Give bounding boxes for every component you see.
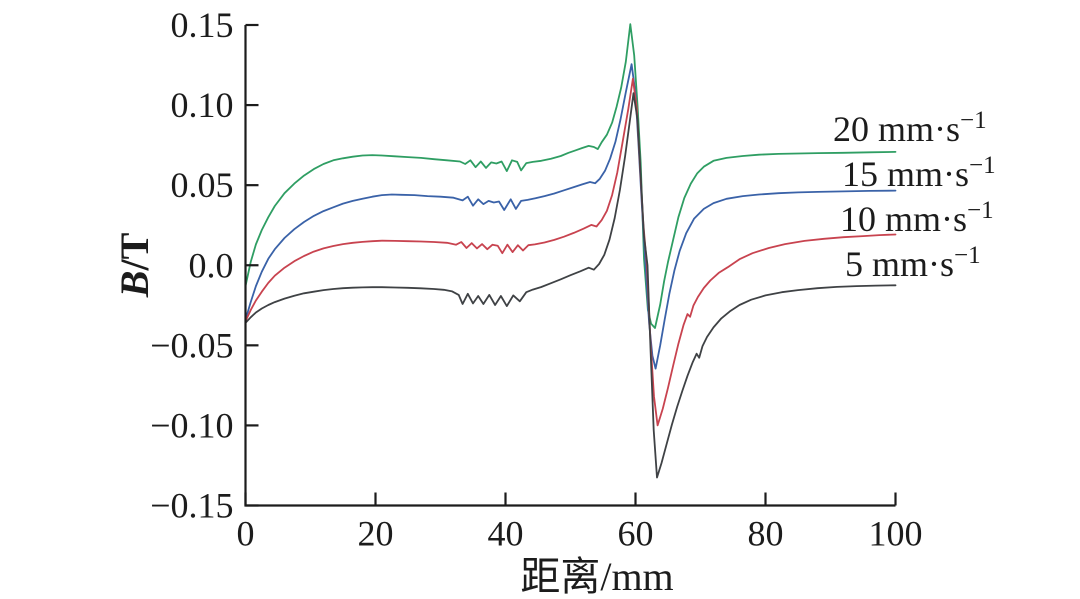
y-tick-label: 0.15 (171, 5, 234, 45)
axis-spine (244, 25, 896, 507)
legend-label-base: 5 mm·s (845, 244, 954, 284)
legend-label-exponent: −1 (969, 152, 996, 179)
y-axis-title-symbol: B (112, 271, 157, 299)
legend-label-3: 10 mm·s−1 (840, 197, 994, 239)
x-tick-label: 20 (358, 514, 394, 554)
legend-label-base: 15 mm·s (842, 154, 969, 194)
legend-label-base: 10 mm·s (840, 199, 967, 239)
series-line-10mm-s (244, 77, 897, 427)
y-tick-label: 0.10 (171, 85, 234, 125)
y-axis-title: B/T (112, 232, 157, 298)
series-line-15mm-s (244, 63, 897, 370)
y-axis-title-unit: /T (112, 232, 157, 271)
x-tick-label: 0 (237, 514, 255, 554)
x-axis-title: 距离/mm (520, 554, 673, 599)
series-line-5mm-s (244, 92, 897, 479)
legend-label-2: 15 mm·s−1 (842, 152, 996, 194)
x-tick-label: 40 (488, 514, 524, 554)
y-tick-label: −0.05 (150, 325, 233, 365)
y-tick-label: 0.05 (171, 165, 234, 205)
legend-label-4: 5 mm·s−1 (845, 242, 981, 284)
plot-series (244, 23, 897, 479)
legend-label-exponent: −1 (960, 107, 987, 134)
x-tick-label: 80 (748, 514, 784, 554)
legend-label-base: 20 mm·s (833, 109, 960, 149)
x-tick-label: 100 (869, 514, 923, 554)
axis-tick-labels: 0.15 0.10 0.05 0.0 −0.05 −0.10 −0.150 20 40 60 80 1… (150, 5, 922, 554)
legend-label-1: 20 mm·s−1 (833, 107, 987, 149)
y-tick-label: −0.10 (150, 405, 233, 445)
legend-label-exponent: −1 (954, 242, 981, 269)
axis-lines (244, 25, 896, 507)
y-tick-label: −0.15 (150, 486, 233, 526)
series-line-20mm-s (244, 23, 897, 329)
y-tick-label: 0.0 (189, 245, 234, 285)
x-tick-label: 60 (618, 514, 654, 554)
legend: 20 mm·s−115 mm·s−110 mm·s−15 mm·s−1 (833, 107, 996, 284)
axis-ticks (244, 23, 897, 507)
legend-label-exponent: −1 (967, 197, 994, 224)
